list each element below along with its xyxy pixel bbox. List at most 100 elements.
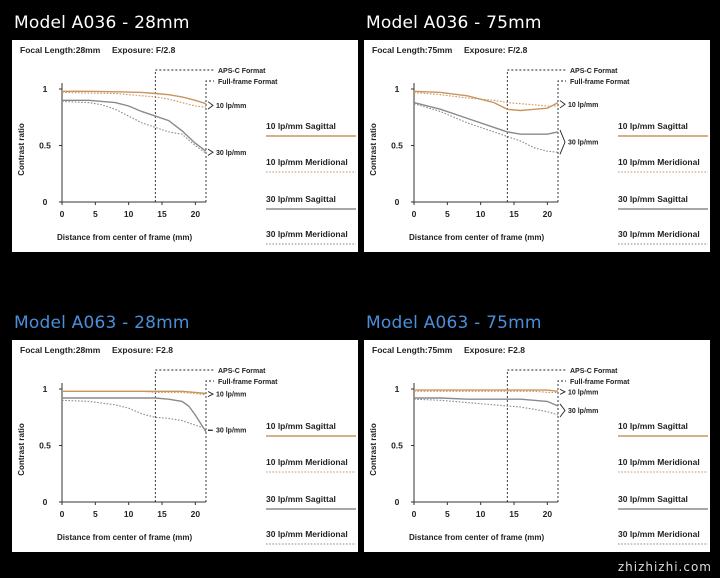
y-tick-label: 1 xyxy=(43,84,48,94)
series-line-30-lp-mm-sagittal xyxy=(62,397,207,433)
legend-label: 30 lp/mm Meridional xyxy=(618,229,700,239)
y-tick-label: 0.5 xyxy=(39,141,51,151)
curve-10lpmm-bracket xyxy=(559,388,566,395)
x-axis-label: Distance from center of frame (mm) xyxy=(409,233,544,242)
series-line-30-lp-mm-meridional xyxy=(61,399,207,430)
series-line-10-lp-mm-sagittal xyxy=(62,90,207,105)
legend-label: 10 lp/mm Sagittal xyxy=(618,421,688,431)
focal-length-label: Focal Length:28mm xyxy=(20,45,101,55)
legend-label: 30 lp/mm Meridional xyxy=(618,529,700,539)
y-tick-label: 0 xyxy=(395,197,400,207)
curve-10lpmm-label: 10 lp/mm xyxy=(216,103,246,110)
series-line-10-lp-mm-meridional xyxy=(413,91,558,107)
apsc-format-boundary xyxy=(506,69,566,202)
x-tick-label: 10 xyxy=(476,509,486,519)
y-tick-label: 0 xyxy=(395,497,400,507)
apsc-format-label: APS-C Format xyxy=(218,368,266,375)
mtf-chart-svg: Focal Length:28mm Exposure: F/2.8 1 0.5 0 0 5 1… xyxy=(17,45,356,245)
x-tick-label: 0 xyxy=(412,509,417,519)
y-axis-label: Contrast ratio xyxy=(369,423,378,476)
full-frame-format-boundary xyxy=(205,380,214,502)
x-tick-label: 5 xyxy=(445,509,450,519)
apsc-format-label: APS-C Format xyxy=(570,68,618,75)
x-tick-label: 20 xyxy=(191,209,201,219)
focal-length-label: Focal Length:75mm xyxy=(372,345,453,355)
curve-10lpmm-bracket xyxy=(207,391,214,398)
exposure-label: Exposure: F2.8 xyxy=(464,345,525,355)
legend-label: 10 lp/mm Meridional xyxy=(266,457,348,467)
curve-30lpmm-label: 30 lp/mm xyxy=(568,408,598,415)
full-frame-format-label: Full-frame Format xyxy=(218,379,278,386)
series-line-10-lp-mm-sagittal xyxy=(413,90,559,112)
x-tick-label: 10 xyxy=(124,209,134,219)
apsc-format-boundary xyxy=(154,69,214,202)
full-frame-format-label: Full-frame Format xyxy=(570,79,630,86)
apsc-format-label: APS-C Format xyxy=(570,368,618,375)
apsc-format-boundary xyxy=(154,369,214,502)
legend-label: 30 lp/mm Sagittal xyxy=(618,194,688,204)
legend-label: 30 lp/mm Meridional xyxy=(266,529,348,539)
curve-30lpmm-bracket xyxy=(559,403,566,418)
series-line-10-lp-mm-meridional xyxy=(414,390,558,393)
y-axis-label: Contrast ratio xyxy=(369,123,378,176)
curve-10lpmm-label: 10 lp/mm xyxy=(216,392,246,399)
curve-10lpmm-bracket xyxy=(559,100,566,109)
panel-title-2: Model A036 - 75mm xyxy=(366,13,542,33)
curve-10lpmm-label: 10 lp/mm xyxy=(568,389,598,396)
mtf-chart-svg: Focal Length:75mm Exposure: F/2.8 1 0.5 0 0 5 1… xyxy=(369,45,708,245)
mtf-chart-panel-3: Focal Length:28mm Exposure: F2.8 1 0.5 0 0 5 10… xyxy=(12,340,358,552)
full-frame-format-boundary xyxy=(205,80,214,202)
focal-length-label: Focal Length:75mm xyxy=(372,45,453,55)
x-tick-label: 15 xyxy=(157,509,167,519)
x-tick-label: 5 xyxy=(93,509,98,519)
legend-label: 30 lp/mm Sagittal xyxy=(266,194,336,204)
x-tick-label: 15 xyxy=(509,209,519,219)
x-tick-label: 20 xyxy=(543,509,553,519)
y-tick-label: 1 xyxy=(395,84,400,94)
y-tick-label: 1 xyxy=(43,384,48,394)
x-tick-label: 10 xyxy=(124,509,134,519)
x-tick-label: 0 xyxy=(60,509,65,519)
legend-label: 30 lp/mm Sagittal xyxy=(266,494,336,504)
full-frame-format-boundary xyxy=(557,380,566,502)
panel-title-3: Model A063 - 28mm xyxy=(14,313,190,333)
curve-30lpmm-label: 30 lp/mm xyxy=(216,150,246,157)
x-tick-label: 5 xyxy=(445,209,450,219)
y-tick-label: 0 xyxy=(43,197,48,207)
watermark-text: zhizhizhi.com xyxy=(617,560,712,574)
x-tick-label: 10 xyxy=(476,209,486,219)
legend-label: 10 lp/mm Sagittal xyxy=(266,421,336,431)
series-line-30-lp-mm-sagittal xyxy=(62,99,207,152)
y-axis-label: Contrast ratio xyxy=(17,123,26,176)
mtf-chart-svg: Focal Length:28mm Exposure: F2.8 1 0.5 0 0 5 10… xyxy=(17,345,356,545)
full-frame-format-label: Full-frame Format xyxy=(218,79,278,86)
focal-length-label: Focal Length:28mm xyxy=(20,345,101,355)
x-tick-label: 0 xyxy=(412,209,417,219)
series-line-10-lp-mm-sagittal xyxy=(414,389,559,392)
y-axis-label: Contrast ratio xyxy=(17,423,26,476)
series-line-30-lp-mm-meridional xyxy=(413,398,559,416)
x-tick-label: 15 xyxy=(509,509,519,519)
curve-30lpmm-bracket xyxy=(559,129,566,155)
curve-10lpmm-bracket xyxy=(207,101,214,110)
curve-10lpmm-label: 10 lp/mm xyxy=(568,102,598,109)
legend-label: 10 lp/mm Meridional xyxy=(618,457,700,467)
exposure-label: Exposure: F2.8 xyxy=(112,345,173,355)
x-tick-label: 0 xyxy=(60,209,65,219)
mtf-chart-panel-2: Focal Length:75mm Exposure: F/2.8 1 0.5 0 0 5 1… xyxy=(364,40,710,252)
panel-title-1: Model A036 - 28mm xyxy=(14,13,190,33)
x-tick-label: 20 xyxy=(543,209,553,219)
legend-label: 30 lp/mm Sagittal xyxy=(618,494,688,504)
series-line-30-lp-mm-meridional xyxy=(61,100,207,154)
series-line-30-lp-mm-sagittal xyxy=(413,101,559,135)
full-frame-format-boundary xyxy=(557,80,566,202)
y-tick-label: 1 xyxy=(395,384,400,394)
mtf-chart-svg: Focal Length:75mm Exposure: F2.8 1 0.5 0 0 5 10… xyxy=(369,345,708,545)
y-tick-label: 0 xyxy=(43,497,48,507)
legend-label: 10 lp/mm Sagittal xyxy=(266,121,336,131)
curve-30lpmm-label: 30 lp/mm xyxy=(216,428,246,435)
series-line-30-lp-mm-meridional xyxy=(413,103,559,153)
exposure-label: Exposure: F/2.8 xyxy=(112,45,176,55)
legend-label: 10 lp/mm Sagittal xyxy=(618,121,688,131)
curve-30lpmm-bracket xyxy=(207,148,214,156)
